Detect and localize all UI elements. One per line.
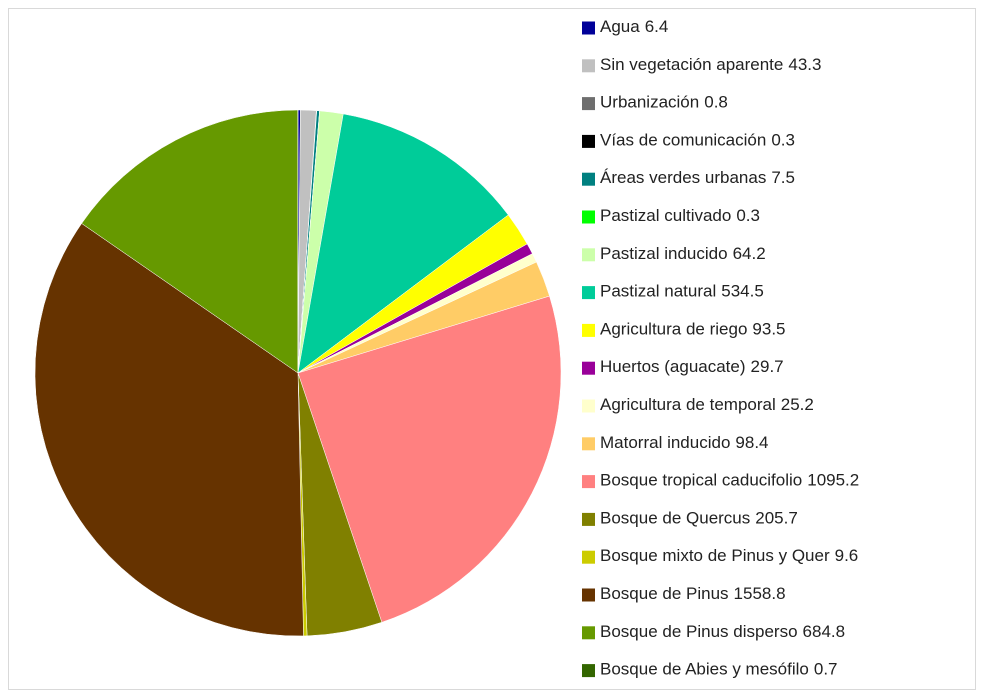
legend-value: 98.4 bbox=[735, 433, 768, 452]
legend-value: 0.3 bbox=[736, 206, 760, 225]
legend-swatch bbox=[582, 626, 595, 640]
legend-name: Pastizal cultivado bbox=[600, 206, 731, 225]
legend-swatch bbox=[582, 512, 595, 526]
legend-label: Urbanización 0.8 bbox=[600, 93, 728, 112]
legend-swatch bbox=[582, 664, 595, 678]
legend-value: 64.2 bbox=[733, 244, 766, 263]
legend-name: Matorral inducido bbox=[600, 433, 730, 452]
legend-swatch bbox=[582, 172, 595, 186]
pie-slice bbox=[34, 223, 304, 637]
legend-swatch bbox=[582, 550, 595, 564]
legend-swatch bbox=[582, 59, 595, 73]
legend-value: 534.5 bbox=[721, 282, 764, 301]
legend-label: Sin vegetación aparente 43.3 bbox=[600, 55, 821, 74]
legend-name: Bosque de Quercus bbox=[600, 509, 750, 528]
legend-label: Agua 6.4 bbox=[600, 17, 668, 36]
legend-name: Urbanización bbox=[600, 93, 699, 112]
legend-name: Agricultura de temporal bbox=[600, 395, 776, 414]
legend-name: Bosque de Pinus bbox=[600, 584, 729, 603]
legend-label: Pastizal cultivado 0.3 bbox=[600, 206, 760, 225]
legend-swatch bbox=[582, 210, 595, 224]
legend-swatch bbox=[582, 437, 595, 451]
legend-label: Áreas verdes urbanas 7.5 bbox=[600, 169, 795, 188]
legend-value: 0.7 bbox=[814, 660, 838, 679]
legend-label: Bosque mixto de Pinus y Quer 9.6 bbox=[600, 547, 858, 566]
legend-name: Pastizal natural bbox=[600, 282, 716, 301]
legend-value: 0.3 bbox=[771, 131, 795, 150]
legend-swatch bbox=[582, 97, 595, 111]
pie-slice bbox=[81, 109, 299, 374]
legend-value: 205.7 bbox=[755, 509, 798, 528]
legend-label: Bosque de Abies y mesófilo 0.7 bbox=[600, 660, 838, 679]
legend-value: 684.8 bbox=[803, 622, 846, 641]
legend-label: Vías de comunicación 0.3 bbox=[600, 131, 795, 150]
legend-value: 29.7 bbox=[751, 358, 784, 377]
legend-swatch bbox=[582, 21, 595, 35]
legend-label: Bosque de Pinus disperso 684.8 bbox=[600, 622, 845, 641]
legend-value: 1095.2 bbox=[807, 471, 859, 490]
legend-value: 93.5 bbox=[752, 320, 785, 339]
legend-label: Bosque de Pinus 1558.8 bbox=[600, 584, 786, 603]
legend-value: 7.5 bbox=[771, 169, 795, 188]
legend-name: Pastizal inducido bbox=[600, 244, 728, 263]
legend-value: 43.3 bbox=[788, 55, 821, 74]
legend-value: 25.2 bbox=[781, 395, 814, 414]
legend-name: Bosque tropical caducifolio bbox=[600, 471, 802, 490]
legend-name: Agua bbox=[600, 17, 640, 36]
legend-label: Pastizal natural 534.5 bbox=[600, 282, 764, 301]
legend-swatch bbox=[582, 248, 595, 262]
legend-name: Vías de comunicación bbox=[600, 131, 766, 150]
legend-swatch bbox=[582, 399, 595, 413]
legend-label: Pastizal inducido 64.2 bbox=[600, 244, 766, 263]
legend-name: Sin vegetación aparente bbox=[600, 55, 783, 74]
legend-label: Agricultura de temporal 25.2 bbox=[600, 395, 814, 414]
legend-swatch bbox=[582, 134, 595, 148]
legend-label: Huertos (aguacate) 29.7 bbox=[600, 358, 784, 377]
legend-name: Huertos (aguacate) bbox=[600, 358, 746, 377]
legend-name: Agricultura de riego bbox=[600, 320, 747, 339]
pie-slice bbox=[297, 113, 509, 374]
legend-label: Bosque de Quercus 205.7 bbox=[600, 509, 798, 528]
legend-swatch bbox=[582, 286, 595, 300]
legend-swatch bbox=[582, 588, 595, 602]
legend-name: Bosque de Pinus disperso bbox=[600, 622, 798, 641]
pie-slice bbox=[297, 295, 562, 623]
legend-value: 6.4 bbox=[645, 17, 669, 36]
legend-label: Bosque tropical caducifolio 1095.2 bbox=[600, 471, 859, 490]
legend-value: 1558.8 bbox=[734, 584, 786, 603]
legend-value: 0.8 bbox=[704, 93, 728, 112]
legend-name: Bosque de Abies y mesófilo bbox=[600, 660, 809, 679]
legend-name: Bosque mixto de Pinus y Quer bbox=[600, 547, 830, 566]
legend-label: Agricultura de riego 93.5 bbox=[600, 320, 786, 339]
legend-name: Áreas verdes urbanas bbox=[600, 169, 766, 188]
legend-label: Matorral inducido 98.4 bbox=[600, 433, 769, 452]
legend-swatch bbox=[582, 323, 595, 337]
legend-value: 9.6 bbox=[835, 547, 859, 566]
legend-swatch bbox=[582, 361, 595, 375]
legend-swatch bbox=[582, 475, 595, 489]
